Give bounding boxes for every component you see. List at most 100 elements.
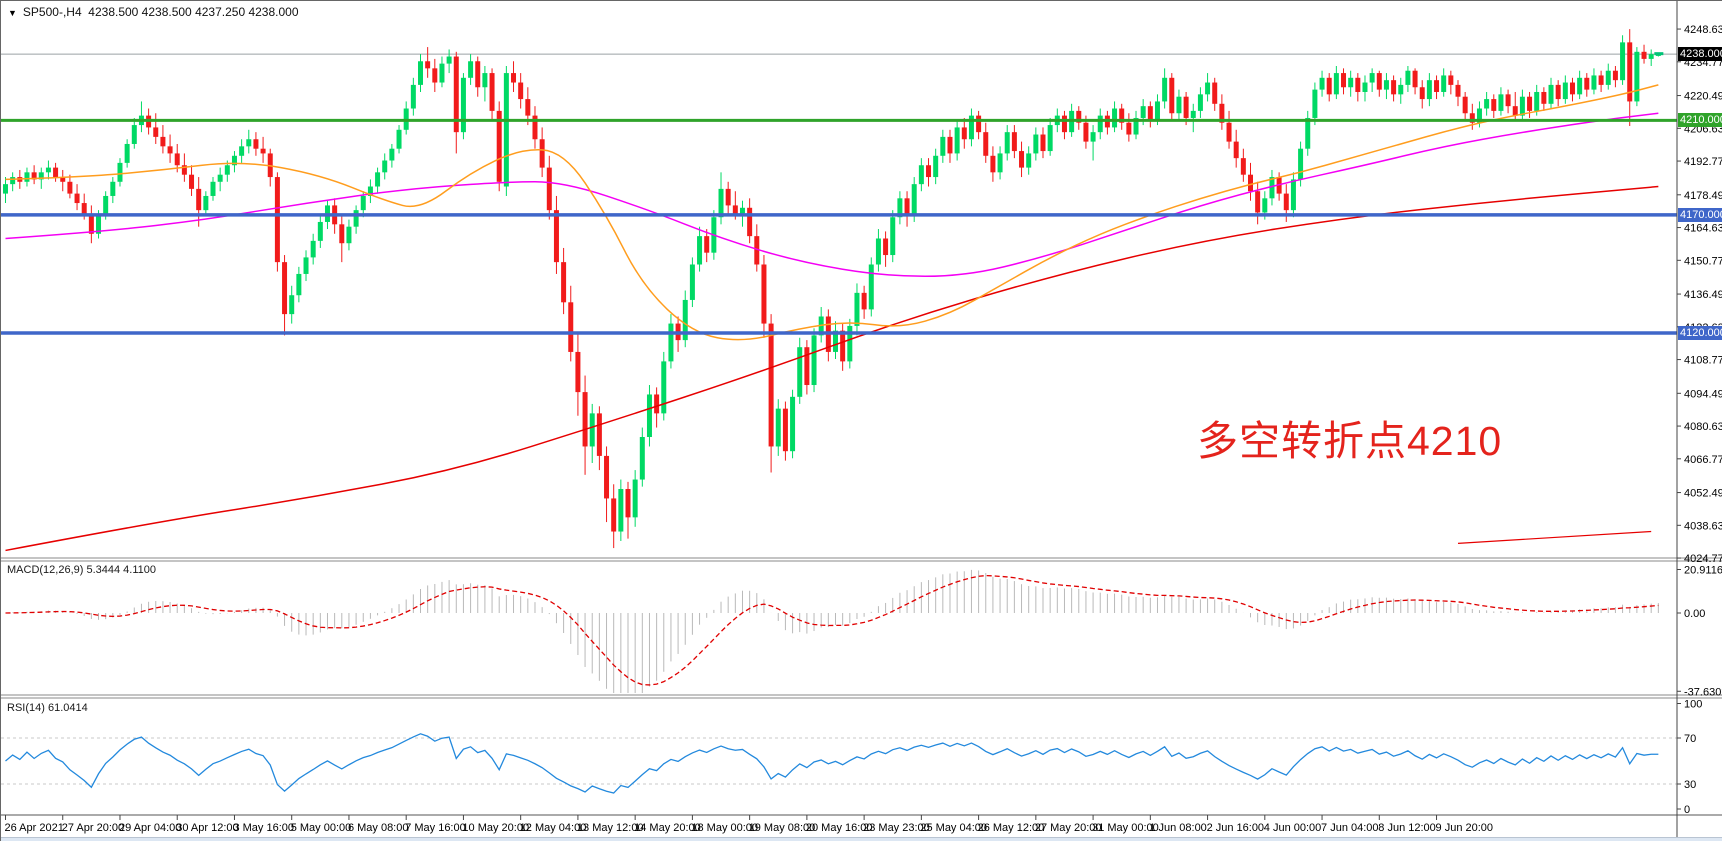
candle[interactable]	[253, 139, 259, 149]
candle[interactable]	[1197, 94, 1203, 111]
candle[interactable]	[518, 82, 524, 100]
candle[interactable]	[482, 73, 488, 88]
candle[interactable]	[1162, 77, 1168, 102]
candle[interactable]	[689, 264, 695, 300]
candle[interactable]	[1362, 82, 1368, 92]
candle[interactable]	[1548, 84, 1554, 104]
candle[interactable]	[1326, 77, 1332, 95]
candle[interactable]	[983, 132, 989, 156]
candle[interactable]	[1219, 103, 1225, 123]
candle[interactable]	[1019, 151, 1025, 168]
candle[interactable]	[1383, 80, 1389, 90]
candle[interactable]	[217, 174, 223, 182]
candle[interactable]	[732, 205, 738, 215]
candle[interactable]	[274, 177, 280, 263]
candle[interactable]	[940, 136, 946, 156]
candle[interactable]	[1469, 113, 1475, 123]
candle[interactable]	[782, 408, 788, 452]
candle[interactable]	[833, 330, 838, 352]
candle[interactable]	[38, 172, 44, 180]
candle[interactable]	[296, 273, 302, 296]
candle[interactable]	[1190, 110, 1196, 118]
candle[interactable]	[1154, 101, 1160, 121]
candle[interactable]	[883, 238, 889, 256]
candle[interactable]	[697, 236, 703, 265]
candle[interactable]	[310, 240, 316, 258]
candle[interactable]	[1634, 51, 1640, 102]
candle[interactable]	[1355, 77, 1361, 92]
candle[interactable]	[460, 77, 466, 133]
candle[interactable]	[1455, 84, 1461, 97]
candle[interactable]	[618, 488, 624, 532]
candle[interactable]	[525, 99, 531, 116]
candle[interactable]	[425, 61, 431, 69]
candle[interactable]	[1112, 108, 1118, 128]
candle[interactable]	[1598, 75, 1604, 85]
candle[interactable]	[1011, 132, 1017, 152]
candle[interactable]	[1491, 99, 1497, 111]
candle[interactable]	[1562, 82, 1568, 100]
candle[interactable]	[625, 488, 631, 518]
candle[interactable]	[353, 210, 359, 227]
candle[interactable]	[246, 139, 252, 147]
macd-panel[interactable]	[5, 569, 1659, 693]
candle[interactable]	[468, 61, 474, 78]
candle[interactable]	[1061, 115, 1067, 133]
candle[interactable]	[754, 236, 760, 265]
candle[interactable]	[418, 61, 423, 85]
candle[interactable]	[1004, 132, 1010, 154]
candle[interactable]	[704, 236, 710, 253]
candle[interactable]	[3, 184, 8, 194]
candle[interactable]	[532, 115, 538, 140]
candle[interactable]	[1026, 153, 1032, 168]
candle[interactable]	[1226, 122, 1232, 142]
candle[interactable]	[1333, 73, 1339, 95]
candle[interactable]	[410, 84, 416, 109]
candle[interactable]	[375, 172, 381, 187]
candle[interactable]	[1319, 77, 1325, 90]
candle[interactable]	[346, 226, 352, 244]
candle[interactable]	[1176, 96, 1182, 114]
candle[interactable]	[24, 172, 30, 182]
candle[interactable]	[1248, 174, 1253, 192]
candle[interactable]	[81, 203, 87, 215]
candle[interactable]	[1434, 80, 1440, 92]
candle[interactable]	[811, 335, 817, 386]
candle[interactable]	[589, 413, 595, 447]
candle[interactable]	[1527, 96, 1533, 111]
candle[interactable]	[489, 73, 495, 111]
candle[interactable]	[804, 347, 810, 386]
candle[interactable]	[1126, 122, 1132, 135]
candle[interactable]	[1169, 77, 1175, 114]
candle[interactable]	[74, 193, 80, 204]
candle[interactable]	[67, 181, 73, 194]
candle[interactable]	[990, 155, 996, 173]
candle[interactable]	[561, 262, 567, 303]
candle[interactable]	[389, 148, 395, 161]
candle[interactable]	[131, 125, 137, 144]
candle[interactable]	[446, 56, 452, 64]
candle[interactable]	[1040, 134, 1046, 152]
candle[interactable]	[739, 207, 745, 215]
candle[interactable]	[875, 238, 881, 265]
candle[interactable]	[1555, 84, 1561, 100]
candle[interactable]	[203, 195, 209, 211]
candle[interactable]	[60, 177, 66, 182]
candle[interactable]	[1462, 96, 1468, 114]
candle[interactable]	[1498, 94, 1504, 111]
candle[interactable]	[160, 136, 166, 147]
candle[interactable]	[1398, 84, 1404, 95]
candle[interactable]	[1391, 80, 1397, 95]
candle[interactable]	[1097, 115, 1103, 133]
candle[interactable]	[396, 129, 402, 149]
candle[interactable]	[1119, 108, 1125, 123]
candle[interactable]	[1262, 198, 1268, 213]
candle[interactable]	[88, 214, 94, 234]
candle[interactable]	[1076, 110, 1082, 123]
hline-price-tag-4210[interactable]: 4210.000	[1678, 113, 1722, 128]
candle[interactable]	[847, 325, 853, 362]
candle[interactable]	[747, 207, 753, 237]
candle[interactable]	[768, 323, 774, 447]
candle[interactable]	[1605, 70, 1611, 85]
candle[interactable]	[1133, 117, 1139, 135]
